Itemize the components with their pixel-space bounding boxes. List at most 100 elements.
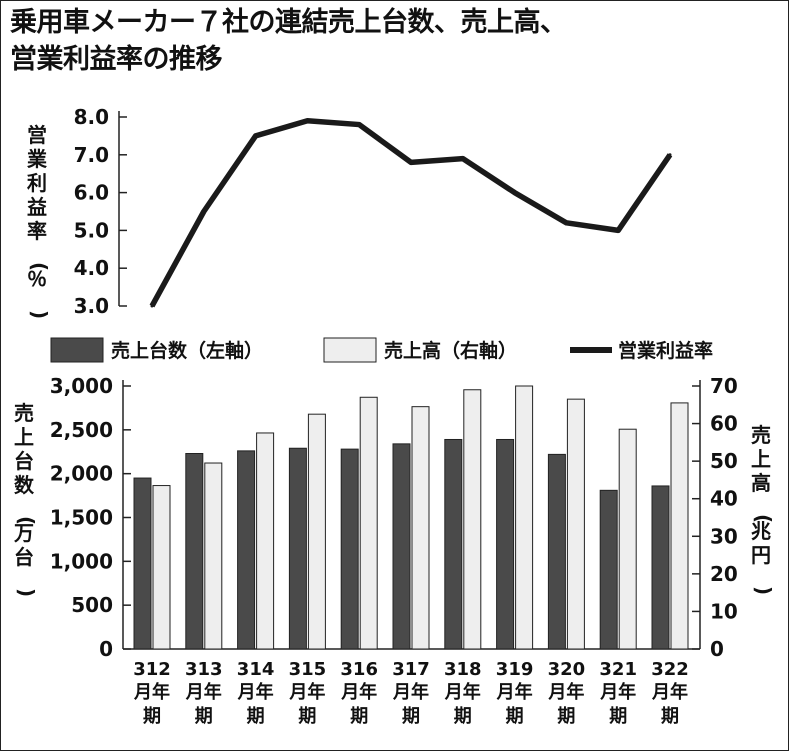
bar-chart-left-tick-label: 2,000 [50,462,113,486]
chart-title: 乗用車メーカー７社の連結売上台数、売上高、 営業利益率の推移 [10,4,567,78]
x-category-label-period: 期 [506,706,524,727]
x-category-label-period: 期 [402,706,420,727]
line-chart-y-tick-label: 6.0 [74,181,109,205]
x-category-label-month-year: 月年 [547,681,584,703]
legend-label-margin: 営業利益率 [618,339,713,362]
x-category-label-top: 3 [185,659,198,680]
units-bar [237,450,256,650]
bar-chart-right-tick-label: 10 [710,599,738,623]
bar-chart-right-axis-label: 売上高(兆円) [751,423,775,595]
x-category-label-month-year: 月年 [133,681,170,703]
x-category-label-num: 21 [612,659,637,680]
x-category-label-period: 期 [454,706,472,727]
revenue-bar [359,396,378,650]
margin-line-point [564,221,568,225]
x-category-label-number: 319 [496,659,534,680]
x-category-label-period: 期 [661,706,679,727]
line-chart-y-tick-label: 8.0 [74,105,109,129]
units-bar [651,485,670,650]
line-chart-y-tick-label: 4.0 [74,256,109,280]
revenue-bar [204,462,223,650]
x-category-label-number: 317 [392,659,430,680]
x-category-label-top: 3 [340,659,353,680]
x-category-label-period: 期 [298,706,316,727]
x-category-label-num: 14 [249,659,274,680]
bar-chart-right-tick-label: 60 [710,412,738,436]
line-chart-y-tick-label: 7.0 [74,143,109,167]
bar-chart-right-tick-label: 30 [710,524,738,548]
title-line-2: 営業利益率の推移 [10,44,222,75]
bar-chart-right-tick-label: 20 [710,562,738,586]
legend-label-units: 売上台数（左軸） [111,339,263,362]
x-category-label-top: 3 [651,659,664,680]
revenue-bar [515,385,534,650]
line-chart-y-tick-label: 3.0 [74,294,109,318]
legend-swatch-units [50,337,104,363]
x-category-label-period: 期 [247,706,265,727]
x-category-label-num: 17 [405,659,430,680]
x-category-label-period: 期 [195,706,213,727]
x-category-label-month-year: 月年 [237,681,274,703]
x-category-label-num: 12 [146,659,171,680]
bar-chart-left-tick-label: 1,500 [50,506,113,530]
margin-line-point [254,134,258,138]
revenue-bar [566,398,585,650]
units-bar [133,477,152,650]
x-category-label-number: 318 [444,659,482,680]
bar-chart-left-tick-label: 500 [71,593,113,617]
x-category-label-number: 322 [651,659,689,680]
revenue-bar [411,406,430,650]
x-category-label-number: 313 [185,659,223,680]
x-category-label-month-year: 月年 [444,681,481,703]
x-category-label-month-year: 月年 [288,681,325,703]
x-category-label-num: 20 [560,659,585,680]
x-category-label-month-year: 月年 [185,681,222,703]
x-category-label-number: 321 [599,659,637,680]
line-chart-y-axis-label: 営業利益率(％) [27,123,51,319]
x-category-label-top: 3 [237,659,250,680]
margin-line-point [305,119,309,123]
x-category-label-top: 3 [599,659,612,680]
revenue-bar [463,389,482,650]
x-category-label-num: 18 [457,659,482,680]
legend-label-revenue: 売上高（右軸） [384,339,517,362]
x-category-label-number: 314 [237,659,275,680]
bar-chart-left-axis-label: 売上台数(万台) [13,401,38,597]
x-category-label-num: 16 [353,659,378,680]
margin-line-point [409,160,413,164]
x-category-label-month-year: 月年 [392,681,429,703]
revenue-bar [256,432,275,650]
legend-swatch-revenue [323,337,377,363]
x-category-label-number: 315 [289,659,327,680]
x-category-label-month-year: 月年 [651,681,688,703]
x-category-label-top: 3 [548,659,561,680]
x-category-label-num: 13 [198,659,223,680]
x-category-label-top: 3 [289,659,302,680]
margin-line-point [150,304,154,308]
line-chart-y-tick-label: 5.0 [74,218,109,242]
margin-line-point [202,210,206,213]
x-category-label-month-year: 月年 [599,681,636,703]
bar-chart-left-tick-label: 3,000 [50,374,113,398]
x-category-label-period: 期 [350,706,368,727]
bar-chart-left-tick-label: 0 [99,637,113,661]
revenue-bar [618,428,637,650]
units-bar [444,438,463,650]
revenue-bar [307,413,326,650]
bar-chart-left-tick-label: 1,000 [50,549,113,573]
bar-chart-right-tick-label: 40 [710,487,738,511]
x-category-label-top: 3 [496,659,509,680]
x-category-label-period: 期 [557,706,575,727]
units-bar [340,448,359,650]
units-bar [185,453,204,650]
units-bar [547,453,566,650]
x-category-label-period: 期 [143,706,161,727]
bar-chart-right-tick-label: 70 [710,374,738,398]
margin-line-point [513,191,517,195]
margin-line-series [149,118,673,308]
bar-chart-left-tick-label: 2,500 [50,418,113,442]
units-bar [599,489,618,650]
x-category-label-period: 期 [609,706,627,727]
units-bar [496,438,515,650]
